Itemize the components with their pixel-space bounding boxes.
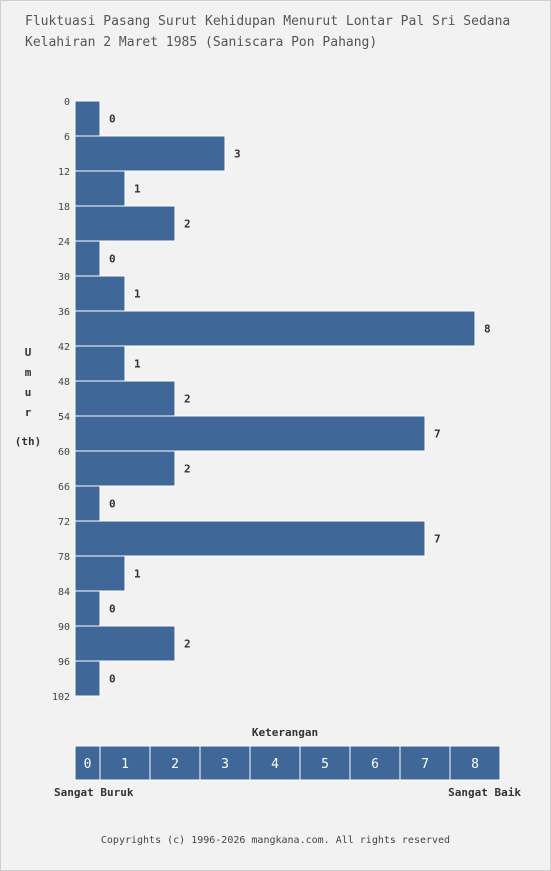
bar-value-label: 2 xyxy=(184,638,191,651)
bar-age-30 xyxy=(74,275,126,312)
legend-scale-label: 4 xyxy=(271,757,279,772)
bar-value-label: 0 xyxy=(109,498,116,511)
legend-title: Keterangan xyxy=(252,726,318,739)
legend-scale-label: 3 xyxy=(221,757,229,772)
bar-age-72 xyxy=(74,520,426,557)
bar-value-label: 0 xyxy=(109,673,116,686)
legend-scale-cell xyxy=(349,745,401,781)
y-tick-label: 48 xyxy=(58,377,70,388)
bar-value-label: 1 xyxy=(134,358,141,371)
bar-value-label: 3 xyxy=(234,148,241,161)
bar-age-78 xyxy=(74,555,126,592)
bar-value-label: 2 xyxy=(184,393,191,406)
bar-age-84 xyxy=(74,590,101,627)
bar-value-label: 1 xyxy=(134,288,141,301)
y-axis-label-char: m xyxy=(25,366,32,379)
bar-age-90 xyxy=(74,625,176,662)
legend-scale-label: 8 xyxy=(471,757,479,772)
y-tick-label: 0 xyxy=(64,97,70,108)
legend-scale-cell xyxy=(249,745,301,781)
y-axis-label-char: r xyxy=(25,406,32,419)
y-tick-label: 36 xyxy=(58,307,70,318)
y-tick-label: 66 xyxy=(58,482,70,493)
bar-value-label: 0 xyxy=(109,253,116,266)
y-tick-label: 96 xyxy=(58,657,70,668)
bar-age-96 xyxy=(74,660,101,697)
bar-value-label: 1 xyxy=(134,568,141,581)
y-tick-label: 78 xyxy=(58,552,70,563)
legend-scale-cell xyxy=(199,745,251,781)
bar-age-24 xyxy=(74,240,101,277)
bar-value-label: 7 xyxy=(434,533,441,546)
bar-value-label: 0 xyxy=(109,113,116,126)
legend-scale-label: 2 xyxy=(171,757,179,772)
bar-age-12 xyxy=(74,170,126,207)
y-tick-label: 30 xyxy=(58,272,70,283)
bar-value-label: 7 xyxy=(434,428,441,441)
bar-age-66 xyxy=(74,485,101,522)
y-tick-label: 84 xyxy=(58,587,70,598)
legend-scale-cell xyxy=(449,745,501,781)
bar-age-36 xyxy=(74,310,476,347)
y-axis-label-char: U xyxy=(25,346,32,359)
legend-scale-cell xyxy=(399,745,451,781)
y-axis-unit-label: (th) xyxy=(15,435,42,448)
y-tick-label: 24 xyxy=(58,237,70,248)
y-tick-label: 18 xyxy=(58,202,70,213)
copyright-footer: Copyrights (c) 1996-2026 mangkana.com. A… xyxy=(100,835,451,846)
y-tick-label: 102 xyxy=(52,692,70,703)
legend-scale-label: 6 xyxy=(371,757,379,772)
bar-age-0 xyxy=(74,100,101,137)
bar-value-label: 2 xyxy=(184,218,191,231)
bar-value-label: 1 xyxy=(134,183,141,196)
y-tick-label: 72 xyxy=(58,517,70,528)
chart-title-line-1: Fluktuasi Pasang Surut Kehidupan Menurut… xyxy=(25,14,511,29)
bar-age-6 xyxy=(74,135,226,172)
bar-age-48 xyxy=(74,380,176,417)
legend-scale-label: 7 xyxy=(421,757,429,772)
bar-age-42 xyxy=(74,345,126,382)
legend-scale-cell xyxy=(299,745,351,781)
legend-scale-label: 1 xyxy=(121,757,129,772)
bar-age-60 xyxy=(74,450,176,487)
y-tick-label: 90 xyxy=(58,622,70,633)
y-tick-label: 6 xyxy=(64,132,70,143)
bar-value-label: 2 xyxy=(184,463,191,476)
y-tick-label: 60 xyxy=(58,447,70,458)
legend-scale-label: 0 xyxy=(84,757,92,772)
legend-scale-label: 5 xyxy=(321,757,329,772)
bar-value-label: 0 xyxy=(109,603,116,616)
bar-value-label: 8 xyxy=(484,323,491,336)
y-tick-label: 54 xyxy=(58,412,70,423)
chart-title-line-2: Kelahiran 2 Maret 1985 (Saniscara Pon Pa… xyxy=(25,35,378,50)
bar-age-54 xyxy=(74,415,426,452)
legend-low-label: Sangat Buruk xyxy=(54,786,134,799)
legend-high-label: Sangat Baik xyxy=(448,786,521,799)
y-axis-label-char: u xyxy=(25,386,32,399)
y-tick-label: 42 xyxy=(58,342,70,353)
y-tick-label: 12 xyxy=(58,167,70,178)
bar-age-18 xyxy=(74,205,176,242)
legend-scale-cell xyxy=(149,745,201,781)
legend-scale-cell xyxy=(99,745,151,781)
